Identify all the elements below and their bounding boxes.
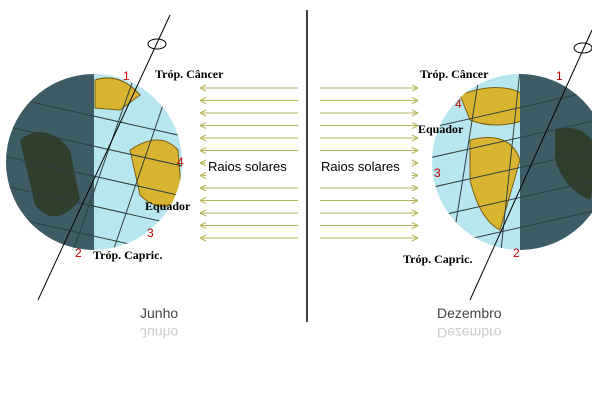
ray-arrow xyxy=(320,210,418,216)
season-reflection: Junho xyxy=(140,325,178,341)
marker: 3 xyxy=(434,166,441,180)
ray-arrow xyxy=(320,135,418,141)
label: Equador xyxy=(418,122,464,136)
marker: 4 xyxy=(177,155,184,169)
rays-label: Raios solares xyxy=(208,159,287,174)
ray-arrow xyxy=(200,235,298,241)
season-reflection: Dezembro xyxy=(437,325,502,341)
ray-arrow xyxy=(200,223,298,229)
ray-arrow xyxy=(320,235,418,241)
globe-december xyxy=(420,70,592,260)
marker: 3 xyxy=(147,226,154,240)
season: Junho xyxy=(140,305,178,321)
ray-arrow xyxy=(320,123,418,129)
label: Tróp. Câncer xyxy=(420,67,489,81)
marker: 1 xyxy=(123,69,130,83)
marker: 2 xyxy=(75,246,82,260)
marker: 4 xyxy=(455,97,462,111)
rotation xyxy=(574,43,592,53)
ray-arrow xyxy=(320,148,418,154)
ray-arrow xyxy=(200,98,298,104)
ray-arrow xyxy=(200,110,298,116)
ray-arrow xyxy=(320,110,418,116)
ray-arrow xyxy=(200,123,298,129)
globe-june xyxy=(0,60,200,260)
ray-arrow xyxy=(200,85,298,91)
marker: 2 xyxy=(513,246,520,260)
ray-arrow xyxy=(320,223,418,229)
marker: 1 xyxy=(556,69,563,83)
rays-label: Raios solares xyxy=(321,159,400,174)
ray-arrow xyxy=(320,198,418,204)
ray-arrow xyxy=(200,198,298,204)
ray-arrow xyxy=(200,135,298,141)
label: Tróp. Câncer xyxy=(155,67,224,81)
label: Equador xyxy=(145,199,191,213)
ray-arrow xyxy=(200,185,298,191)
season: Dezembro xyxy=(437,305,502,321)
ray-arrow xyxy=(200,210,298,216)
ray-arrow xyxy=(320,185,418,191)
ray-arrow xyxy=(320,98,418,104)
label: Tróp. Capric. xyxy=(93,248,162,262)
label: Tróp. Capric. xyxy=(403,252,472,266)
diagram: Raios solares Raios solares Tróp. Câncer… xyxy=(0,0,592,414)
ray-arrow xyxy=(320,85,418,91)
ray-arrow xyxy=(200,148,298,154)
